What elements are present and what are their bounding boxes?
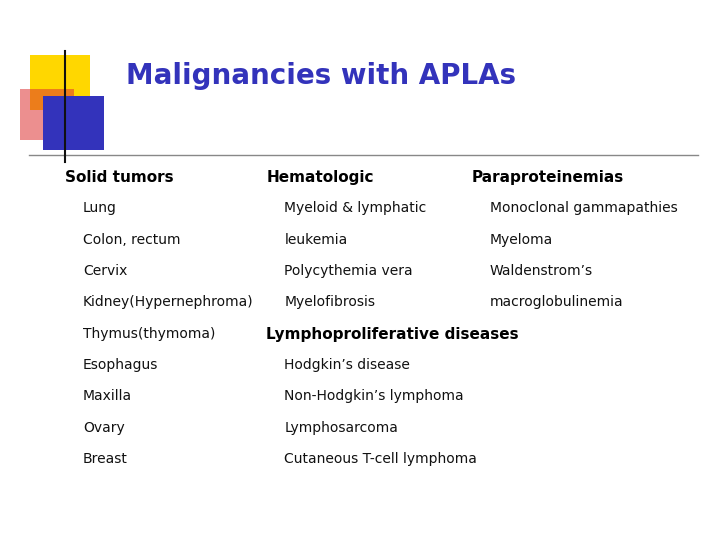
Text: Monoclonal gammapathies: Monoclonal gammapathies (490, 201, 678, 215)
Text: Myeloid & lymphatic: Myeloid & lymphatic (284, 201, 427, 215)
Text: Colon, rectum: Colon, rectum (83, 233, 180, 247)
Text: leukemia: leukemia (284, 233, 348, 247)
Text: Myeloma: Myeloma (490, 233, 553, 247)
Text: Malignancies with APLAs: Malignancies with APLAs (126, 62, 516, 90)
Text: Breast: Breast (83, 452, 127, 466)
Text: Kidney(Hypernephroma): Kidney(Hypernephroma) (83, 295, 253, 309)
Text: Hodgkin’s disease: Hodgkin’s disease (284, 358, 410, 372)
FancyBboxPatch shape (20, 89, 74, 140)
Text: Lung: Lung (83, 201, 117, 215)
Text: Waldenstrom’s: Waldenstrom’s (490, 264, 593, 278)
Text: Polycythemia vera: Polycythemia vera (284, 264, 413, 278)
Text: Myelofibrosis: Myelofibrosis (284, 295, 375, 309)
Text: Solid tumors: Solid tumors (65, 170, 174, 185)
FancyBboxPatch shape (30, 55, 90, 110)
FancyBboxPatch shape (43, 96, 104, 150)
Text: Paraproteinemias: Paraproteinemias (472, 170, 624, 185)
Text: Thymus(thymoma): Thymus(thymoma) (83, 327, 215, 341)
Text: Lymphosarcoma: Lymphosarcoma (284, 421, 398, 435)
Text: Esophagus: Esophagus (83, 358, 158, 372)
Text: macroglobulinemia: macroglobulinemia (490, 295, 624, 309)
Text: Ovary: Ovary (83, 421, 125, 435)
Text: Cutaneous T-cell lymphoma: Cutaneous T-cell lymphoma (284, 452, 477, 466)
Text: Cervix: Cervix (83, 264, 127, 278)
Text: Maxilla: Maxilla (83, 389, 132, 403)
Text: Lymphoproliferative diseases: Lymphoproliferative diseases (266, 327, 519, 342)
Text: Hematologic: Hematologic (266, 170, 374, 185)
Text: Non-Hodgkin’s lymphoma: Non-Hodgkin’s lymphoma (284, 389, 464, 403)
